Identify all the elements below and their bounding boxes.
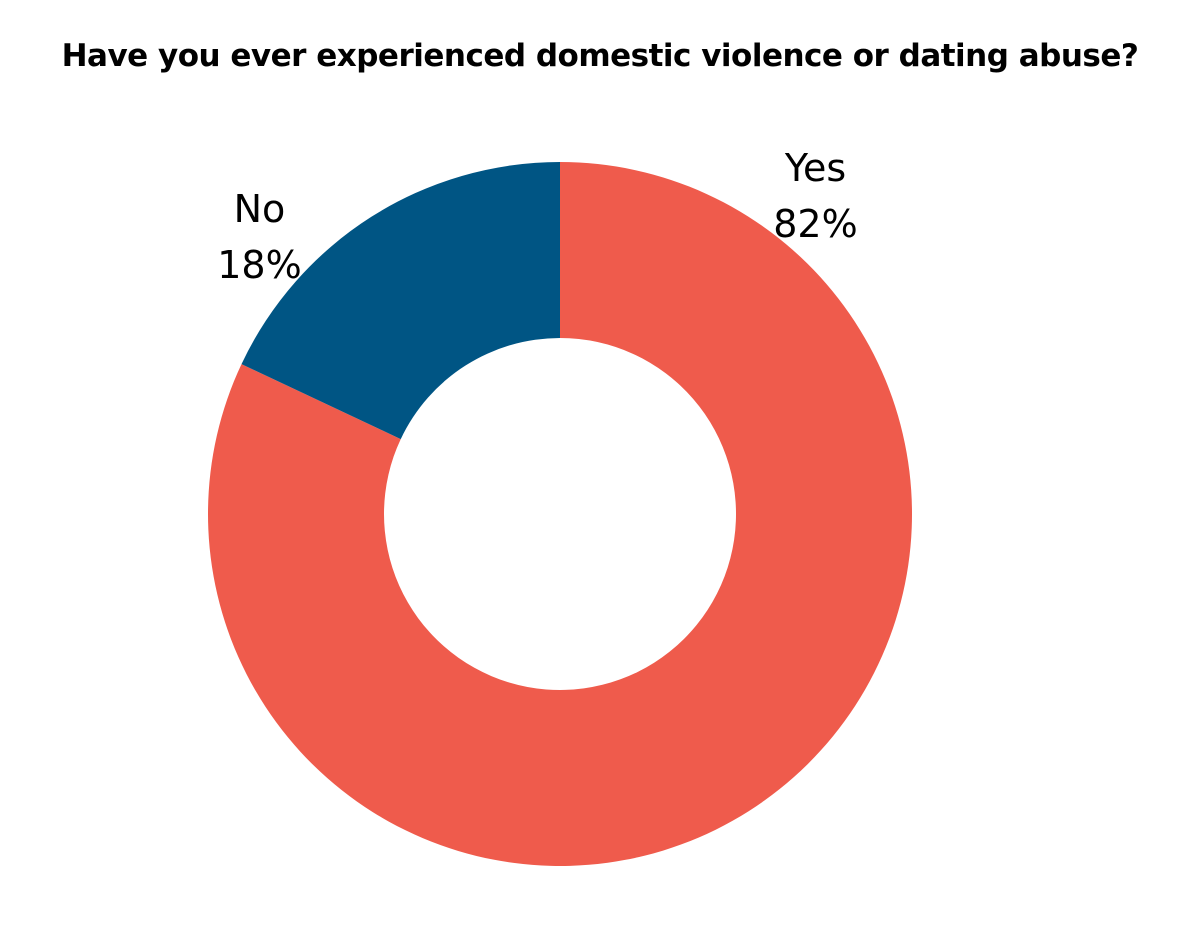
slices-group bbox=[208, 162, 913, 866]
labels-group: Yes 82% No 18% bbox=[217, 146, 857, 287]
slice-no bbox=[241, 162, 560, 440]
slice-value-yes: 82% bbox=[773, 202, 857, 246]
slice-value-no: 18% bbox=[217, 243, 301, 287]
slice-label-no: No bbox=[234, 187, 286, 231]
slice-yes bbox=[208, 162, 913, 866]
chart-title: Have you ever experienced domestic viole… bbox=[61, 38, 1139, 74]
slice-label-yes: Yes bbox=[784, 146, 846, 190]
